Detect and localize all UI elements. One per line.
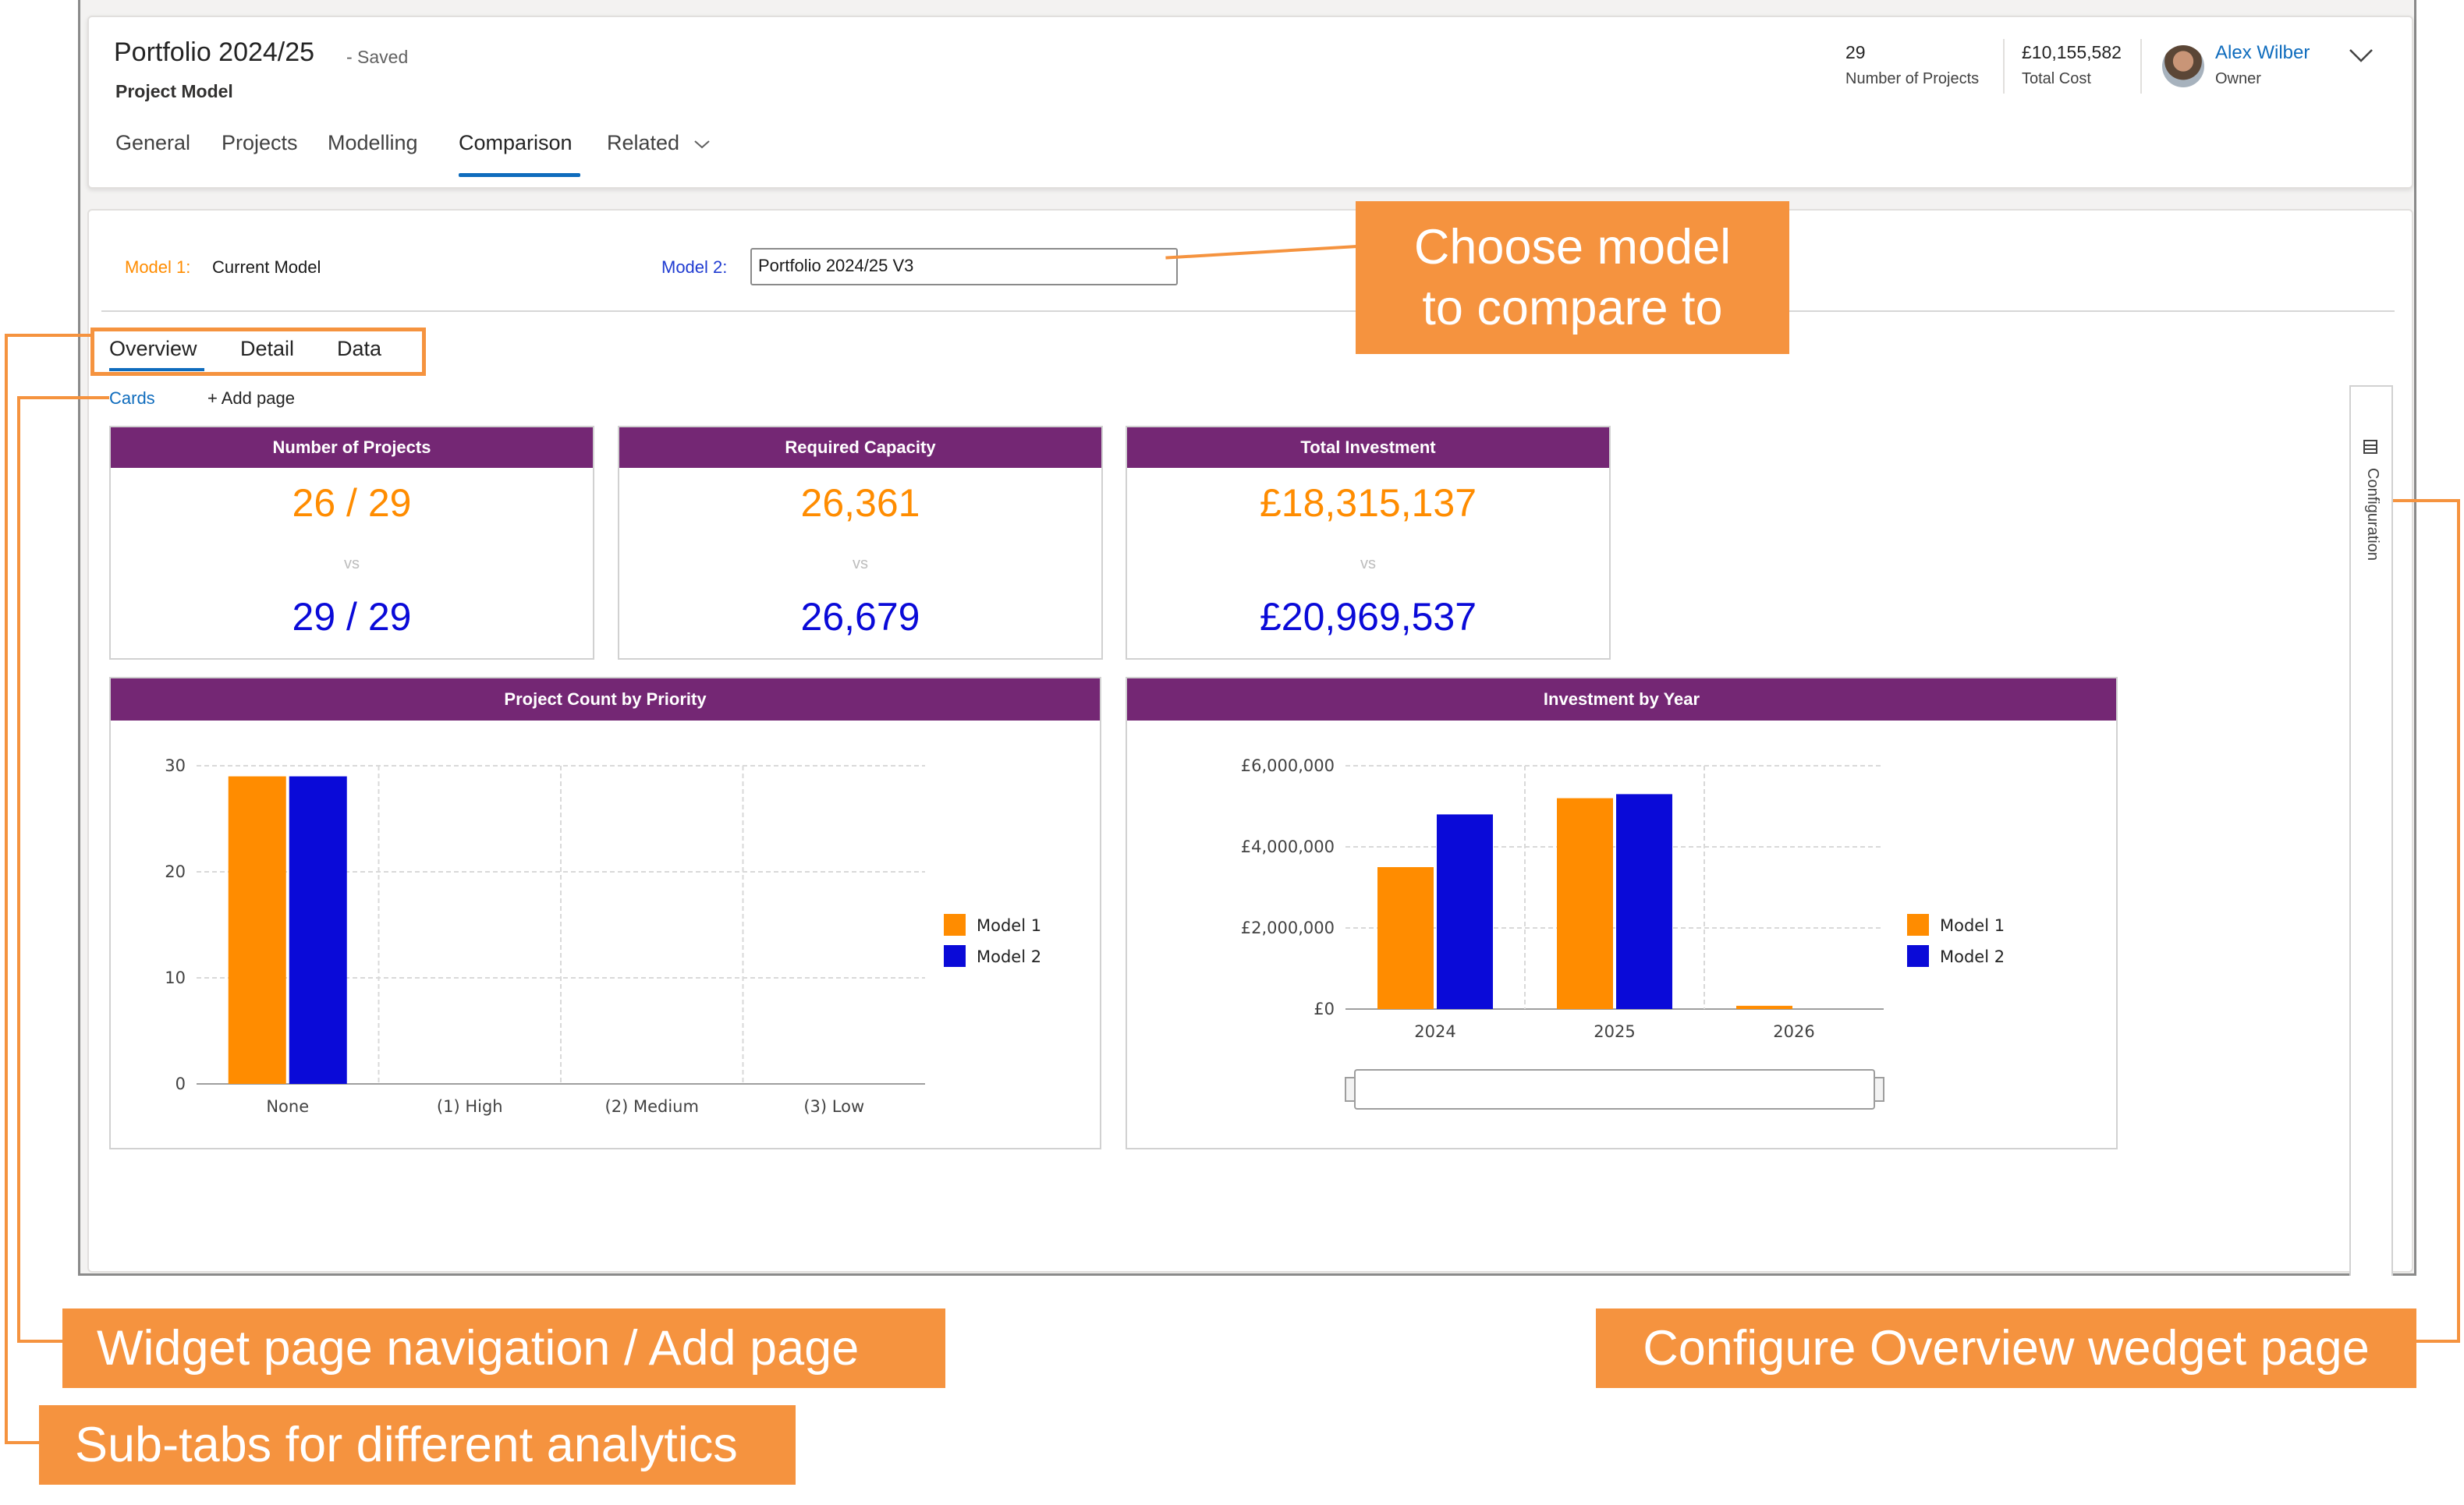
kpi-model2-value: 26,679 <box>800 595 920 639</box>
stat-cost-value: £10,155,582 <box>2022 42 2122 62</box>
legend-swatch <box>1907 914 1929 936</box>
x-tick-label: 2025 <box>1594 1022 1635 1041</box>
y-tick-label: 30 <box>165 756 186 775</box>
range-slider-track <box>1354 1069 1875 1110</box>
record-title: Portfolio 2024/25 <box>114 37 315 67</box>
annotation-subtabs-box <box>90 328 426 376</box>
chart-panel-investment: Investment by Year £0 £2,000,000 £4,000,00… <box>1126 677 2118 1149</box>
widget-page-cards[interactable]: Cards <box>109 388 155 408</box>
kpi-title: Required Capacity <box>619 427 1101 468</box>
x-tick-label: None <box>266 1097 309 1116</box>
active-subtab-indicator <box>109 368 204 371</box>
bar-model-2 <box>1437 814 1493 1009</box>
active-tab-indicator <box>459 173 580 177</box>
legend-swatch <box>1907 945 1929 967</box>
model1-label: Model 1: <box>125 257 191 277</box>
kpi-model1-value: £18,315,137 <box>1259 481 1477 525</box>
legend-swatch <box>944 945 966 967</box>
configuration-label[interactable]: Configuration <box>2364 468 2381 561</box>
header-separator <box>2140 39 2142 94</box>
y-tick-label: £2,000,000 <box>1241 919 1335 937</box>
record-header <box>87 16 2413 189</box>
subtab-detail[interactable]: Detail <box>240 337 295 360</box>
tab-modelling[interactable]: Modelling <box>328 131 418 154</box>
subtab-data[interactable]: Data <box>337 337 382 360</box>
legend-swatch <box>944 914 966 936</box>
annotation-choose-model: Choose model to compare to <box>1356 201 1789 354</box>
kpi-model2-value: 29 / 29 <box>292 595 412 639</box>
owner-label: Owner <box>2215 70 2261 87</box>
annotation-widget-nav: Widget page navigation / Add page <box>62 1308 945 1388</box>
bar-model-1 <box>1377 867 1434 1009</box>
tab-related-label: Related <box>607 131 680 154</box>
entity-name: Project Model <box>115 81 233 101</box>
chart-title: Project Count by Priority <box>111 678 1100 721</box>
bar-model-1 <box>1736 1005 1792 1009</box>
kpi-vs: vs <box>344 555 360 572</box>
kpi-card-investment: Total Investment £18,315,137 vs £20,969,… <box>1126 426 1611 660</box>
add-page-button[interactable]: + Add page <box>207 388 295 408</box>
chart-title: Investment by Year <box>1127 678 2116 721</box>
annotation-configure: Configure Overview wedget page <box>1596 1308 2416 1388</box>
y-tick-label: £0 <box>1314 1000 1335 1018</box>
x-tick-label: (3) Low <box>803 1097 864 1116</box>
y-tick-label: 10 <box>165 969 186 987</box>
chevron-down-icon <box>693 140 710 149</box>
priority-bar-chart: 0 10 20 30 None (1) High (2) Medium (3) Low Mode… <box>165 756 1041 1116</box>
stat-projects-value: 29 <box>1845 42 1866 62</box>
bar-model-1 <box>228 776 286 1084</box>
x-tick-label: 2026 <box>1773 1022 1814 1041</box>
y-tick-label: £6,000,000 <box>1241 756 1335 775</box>
tab-comparison[interactable]: Comparison <box>459 131 573 154</box>
tab-related[interactable]: Related <box>607 131 711 155</box>
kpi-vs: vs <box>853 555 868 572</box>
expand-header-chevron-icon[interactable] <box>2348 47 2374 64</box>
investment-bar-chart: £0 £2,000,000 £4,000,000 £6,000,000 2024 2025… <box>1241 756 2005 1110</box>
x-tick-label: (1) High <box>437 1097 503 1116</box>
bar-model-1 <box>1557 798 1613 1009</box>
y-tick-label: 0 <box>175 1075 186 1093</box>
bar-model-2 <box>289 776 347 1084</box>
chart-panel-priority: Project Count by Priority 0 10 20 30 None (1)… <box>109 677 1101 1149</box>
model2-select[interactable]: Portfolio 2024/25 V3 <box>750 248 1178 285</box>
owner-name[interactable]: Alex Wilber <box>2215 42 2310 63</box>
range-slider-handle-right <box>1874 1077 1884 1102</box>
y-tick-label: 20 <box>165 862 186 881</box>
legend-label: Model 2 <box>977 947 1041 966</box>
legend-label: Model 1 <box>977 916 1041 935</box>
y-tick-label: £4,000,000 <box>1241 837 1335 856</box>
saved-status: - Saved <box>346 47 409 67</box>
stat-projects-label: Number of Projects <box>1845 70 1980 87</box>
kpi-title: Number of Projects <box>111 427 593 468</box>
kpi-card-projects: Number of Projects 26 / 29 vs 29 / 29 <box>109 426 594 660</box>
kpi-model2-value: £20,969,537 <box>1259 595 1477 639</box>
x-tick-label: 2024 <box>1414 1022 1455 1041</box>
header-separator <box>2003 39 2005 94</box>
stat-cost-label: Total Cost <box>2022 70 2091 87</box>
tab-projects[interactable]: Projects <box>222 131 298 154</box>
annotation-subtabs: Sub-tabs for different analytics <box>39 1405 796 1485</box>
divider <box>101 310 2395 312</box>
configuration-panel[interactable] <box>2349 385 2393 1276</box>
tab-general[interactable]: General <box>115 131 191 154</box>
legend-label: Model 1 <box>1940 916 2005 935</box>
x-tick-label: (2) Medium <box>605 1097 699 1116</box>
avatar[interactable] <box>2162 45 2204 87</box>
kpi-vs: vs <box>1360 555 1376 572</box>
range-slider-handle-left <box>1345 1077 1356 1102</box>
annotation-config-bracket <box>2393 499 2460 1343</box>
model1-value: Current Model <box>212 257 321 277</box>
kpi-model1-value: 26 / 29 <box>292 481 412 525</box>
kpi-title: Total Investment <box>1127 427 1609 468</box>
subtab-overview[interactable]: Overview <box>109 337 197 360</box>
model2-label: Model 2: <box>661 257 728 277</box>
kpi-card-capacity: Required Capacity 26,361 vs 26,679 <box>618 426 1103 660</box>
panel-icon <box>2363 440 2377 454</box>
legend-label: Model 2 <box>1940 947 2005 966</box>
bar-model-2 <box>1616 794 1672 1009</box>
kpi-model1-value: 26,361 <box>800 481 920 525</box>
annotation-widget-bracket <box>17 396 109 1343</box>
